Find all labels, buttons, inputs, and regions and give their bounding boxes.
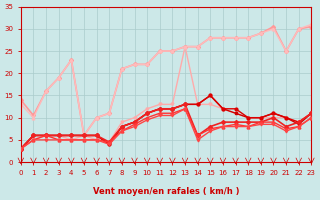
- X-axis label: Vent moyen/en rafales ( km/h ): Vent moyen/en rafales ( km/h ): [93, 187, 239, 196]
